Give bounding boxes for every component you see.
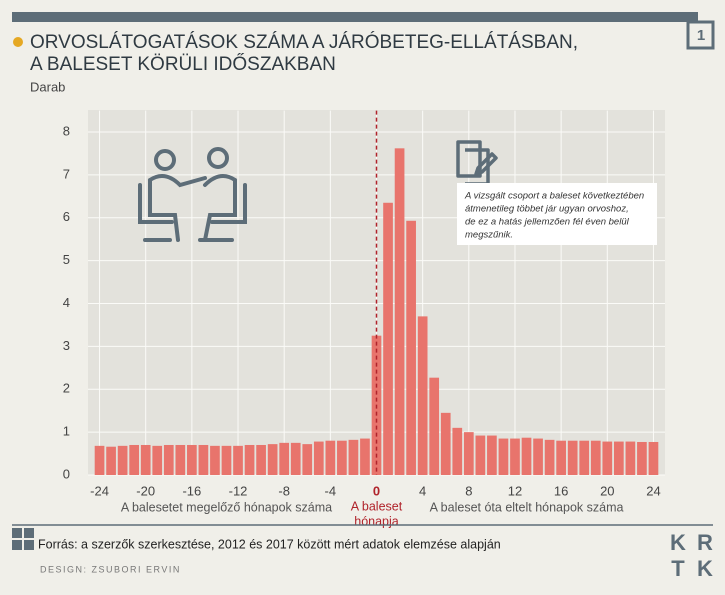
x-tick-label: -8 [278, 483, 290, 498]
annotation: A vizsgált csoport a baleset következtéb… [464, 191, 644, 202]
y-tick-label: 5 [63, 252, 70, 267]
x-tick-label: 8 [465, 483, 472, 498]
bar [221, 445, 232, 475]
bar [510, 438, 520, 475]
event-label: hónapja [354, 514, 399, 528]
logo-letter: K [670, 530, 686, 555]
bar [637, 441, 647, 475]
credit: DESIGN: ZSUBORI ERVIN [40, 564, 181, 574]
logo-letter: R [697, 530, 713, 555]
bar [290, 442, 301, 475]
bar [94, 445, 105, 475]
page-badge [686, 20, 715, 50]
bar [233, 445, 243, 475]
y-tick-label: 7 [63, 166, 70, 181]
bar [452, 427, 463, 475]
bar [152, 445, 163, 475]
x-tick-label: 0 [373, 483, 380, 498]
bar [163, 444, 174, 475]
bar [556, 440, 566, 475]
bar [279, 442, 290, 475]
x-tick-label: -20 [136, 483, 155, 498]
y-tick-label: 6 [63, 209, 70, 224]
bar [590, 440, 601, 475]
bar [198, 444, 209, 475]
bar [429, 377, 440, 475]
icon-doctor [138, 147, 247, 242]
source: Forrás: a szerzők szerkesztése, 2012 és … [38, 537, 501, 551]
bar [360, 438, 370, 475]
x-tick-label: -12 [229, 483, 248, 498]
bar [210, 445, 220, 475]
y-tick-label: 4 [63, 295, 70, 310]
bar [267, 444, 278, 475]
bar [487, 435, 497, 475]
y-tick-label: 0 [63, 466, 70, 481]
annotation: átmenetileg többet jár ugyan orvoshoz, [465, 204, 629, 215]
bar [256, 444, 266, 475]
bar [313, 441, 324, 475]
bar [463, 432, 474, 475]
bar [602, 441, 613, 475]
bar [140, 444, 151, 475]
page-number: 1 [697, 27, 705, 44]
top-bar [12, 12, 698, 22]
logo-letter: K [697, 556, 713, 581]
bar [106, 446, 116, 475]
bar [348, 439, 359, 475]
bar [325, 440, 336, 475]
y-tick-label: 8 [63, 123, 70, 138]
x-group-label: A balesetet megelőző hónapok száma [121, 500, 332, 514]
bar [440, 412, 451, 475]
bar [129, 444, 140, 475]
bar [521, 437, 532, 475]
bar [117, 445, 128, 475]
bar [187, 444, 197, 475]
bar [533, 438, 543, 475]
x-group-label: A baleset óta eltelt hónapok száma [430, 500, 624, 514]
bar [625, 441, 636, 475]
y-tick-label: 3 [63, 338, 70, 353]
x-tick-label: 24 [646, 483, 660, 498]
chart-title: A BALESET KÖRÜLI IDŐSZAKBAN [30, 53, 336, 75]
x-tick-label: 4 [419, 483, 426, 498]
y-tick-label: 1 [63, 424, 70, 439]
chart-title: ORVOSLÁTOGATÁSOK SZÁMA A JÁRÓBETEG-ELLÁT… [30, 31, 578, 53]
bar [648, 441, 659, 475]
x-tick-label: 12 [508, 483, 522, 498]
bar [498, 438, 509, 475]
bar [394, 148, 405, 475]
x-tick-label: -16 [182, 483, 201, 498]
subtitle: Darab [30, 79, 65, 94]
annotation: de ez a hatás jellemzően fél éven belül [465, 217, 630, 228]
bar [567, 440, 578, 475]
source-icon [12, 528, 34, 550]
bar [244, 444, 255, 475]
annotation: megszűnik. [465, 230, 513, 241]
bar [175, 444, 186, 475]
x-tick-label: -24 [90, 483, 109, 498]
event-label: A baleset [351, 499, 403, 513]
bar [302, 444, 313, 475]
bar [406, 220, 416, 475]
x-tick-label: 16 [554, 483, 568, 498]
y-tick-label: 2 [63, 381, 70, 396]
title-dot [13, 37, 23, 47]
bar [579, 440, 590, 475]
bar [613, 441, 624, 475]
bar [417, 316, 428, 475]
logo-letter: T [671, 556, 685, 581]
bar [544, 439, 555, 475]
annotation-box [457, 183, 657, 245]
x-tick-label: 20 [600, 483, 614, 498]
bar [475, 435, 486, 475]
bar [383, 202, 393, 475]
x-tick-label: -4 [325, 483, 337, 498]
bar [337, 440, 347, 475]
